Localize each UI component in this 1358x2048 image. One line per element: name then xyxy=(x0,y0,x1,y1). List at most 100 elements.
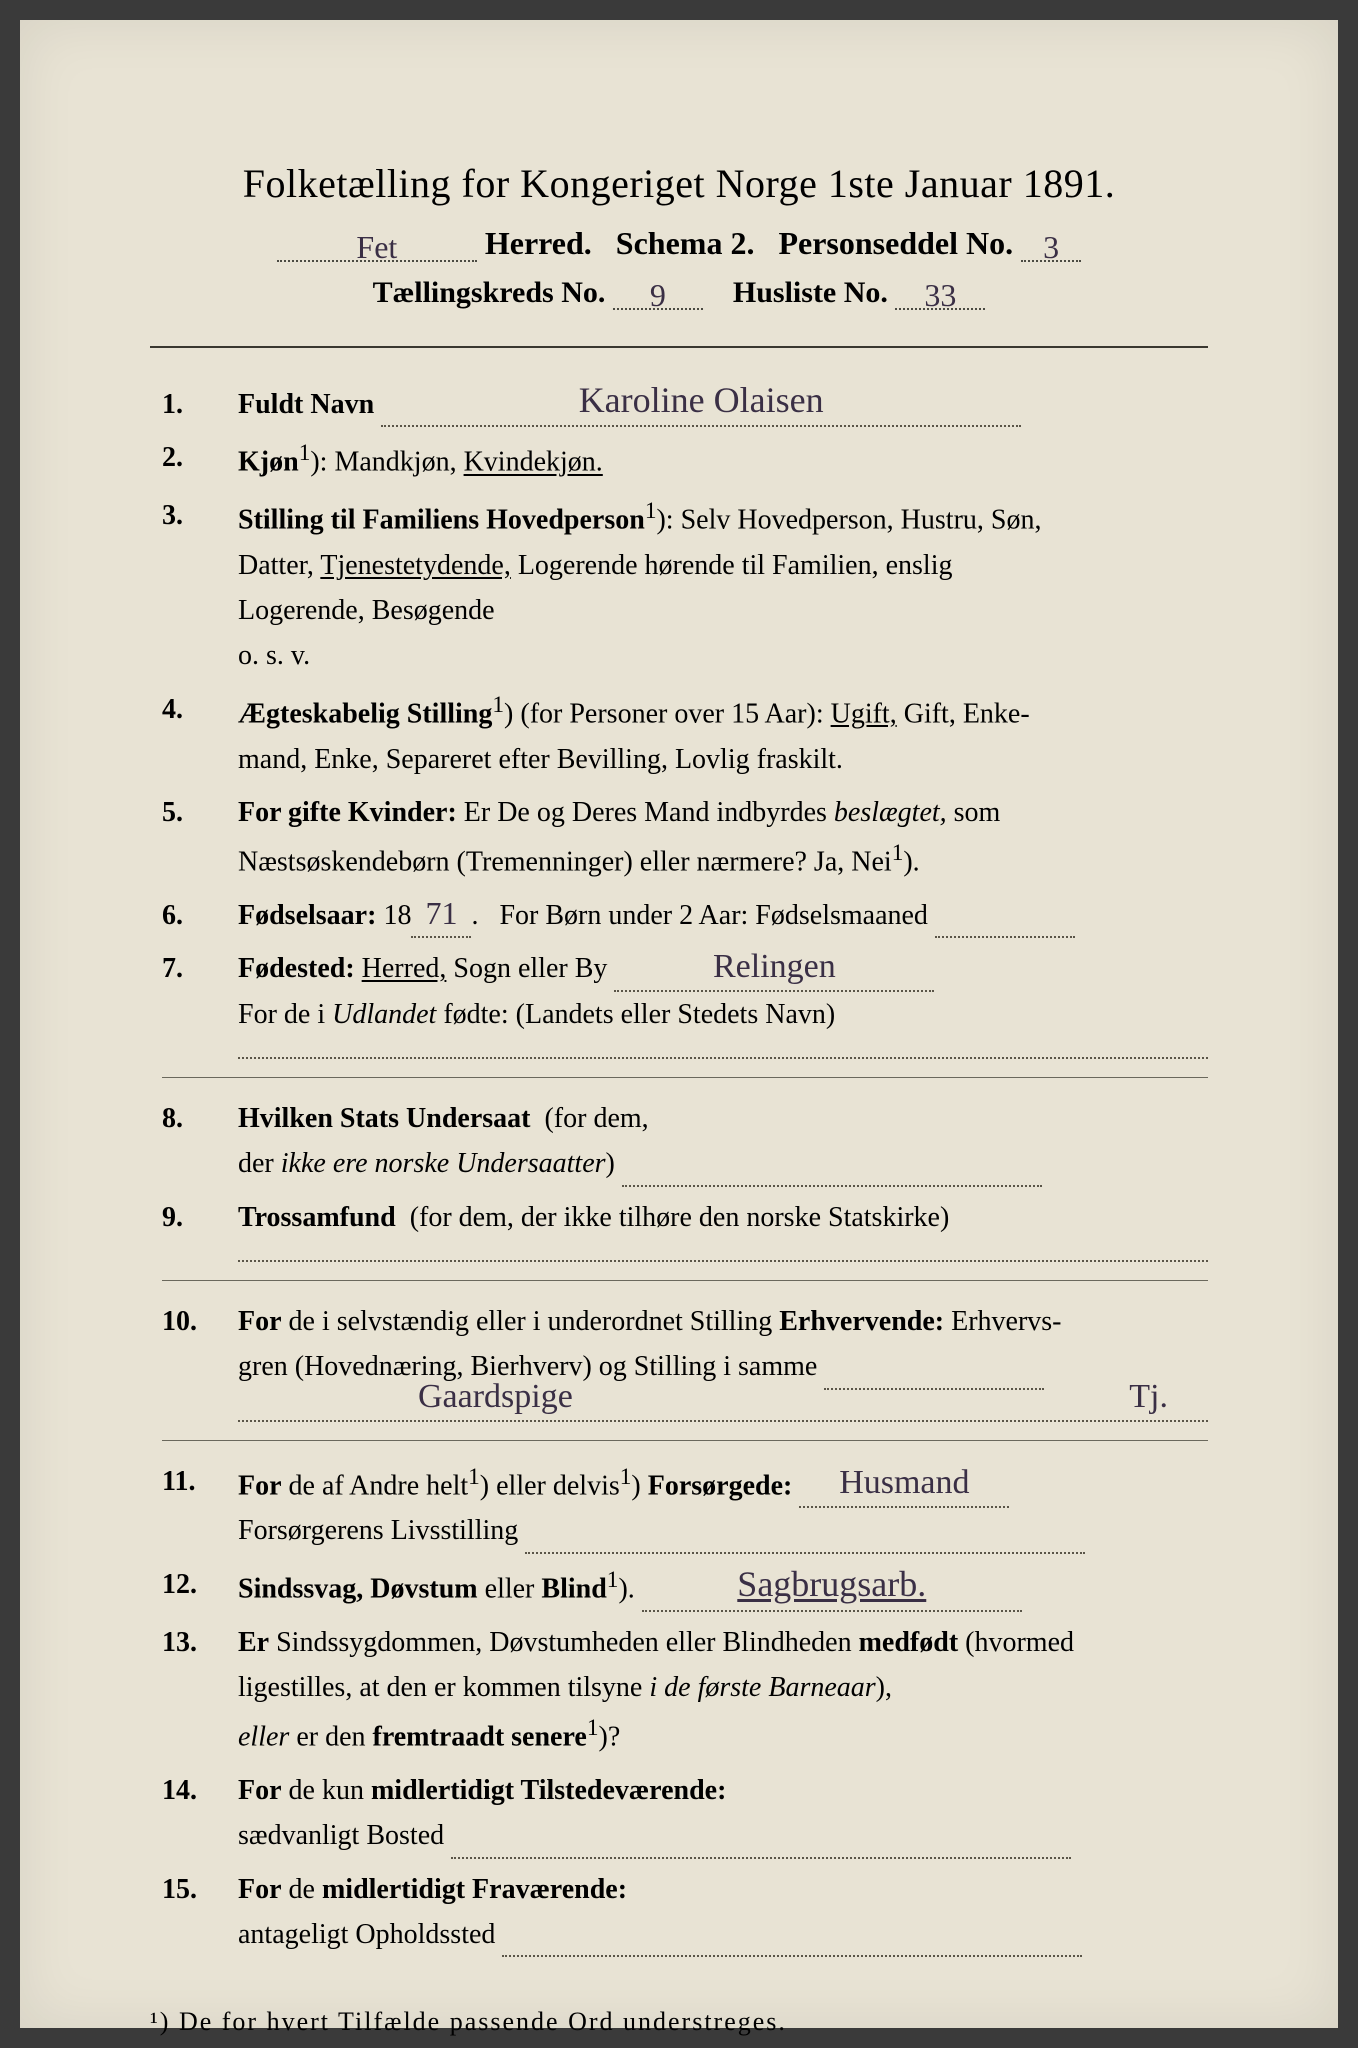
v10c: Erhvervs- xyxy=(951,1306,1061,1337)
label-6: Fødselsaar: xyxy=(238,900,376,931)
v3c-underlined: Tjenestetydende, xyxy=(320,550,510,581)
rule-below-7 xyxy=(162,1077,1208,1078)
v14c: sædvanligt Bosted xyxy=(238,1820,444,1851)
v13g: er den xyxy=(296,1722,365,1753)
label-3: Stilling til Familiens Hovedperson xyxy=(238,504,645,535)
label-2: Kjøn xyxy=(238,447,299,478)
v14a: de kun xyxy=(289,1775,364,1806)
label-4: Ægteskabelig Stilling xyxy=(238,698,492,729)
label-13: Er xyxy=(238,1627,269,1658)
v10b: Erhvervende: xyxy=(779,1306,944,1337)
name-fill: Karoline Olaisen xyxy=(381,425,1021,427)
num-13: 13. xyxy=(162,1620,238,1760)
disability-fill: Sagbrugsarb. xyxy=(642,1610,1022,1612)
birthplace-value: Relingen xyxy=(614,939,934,994)
v3e: Logerende, Besøgende xyxy=(238,595,495,626)
residence-fill xyxy=(451,1857,1071,1859)
v13h: fremtraadt senere xyxy=(373,1722,587,1753)
v5c: som xyxy=(954,797,1001,828)
v7e: Udlandet xyxy=(332,999,436,1030)
num-8: 8. xyxy=(162,1096,238,1187)
item-5: 5. For gifte Kvinder: Er De og Deres Man… xyxy=(162,790,1208,885)
label-8b: Undersaat xyxy=(406,1103,530,1134)
label-10: For xyxy=(238,1306,282,1337)
label-11: For xyxy=(238,1470,282,1501)
disability-value: Sagbrugsarb. xyxy=(642,1555,1022,1613)
v7a-underlined: Herred, xyxy=(362,953,447,984)
religion-fill xyxy=(238,1240,1208,1262)
v8b: der xyxy=(238,1148,274,1179)
v8a: (for dem, xyxy=(544,1103,648,1134)
item-6: 6. Fødselsaar: 1871. For Børn under 2 Aa… xyxy=(162,893,1208,938)
header-line-2: Fet Herred. Schema 2. Personseddel No. 3 xyxy=(150,225,1208,262)
state-fill xyxy=(622,1185,1042,1187)
rule-below-10 xyxy=(162,1440,1208,1441)
v13c: (hvormed xyxy=(965,1627,1074,1658)
v12b: Blind xyxy=(541,1573,606,1604)
label-15: For xyxy=(238,1874,282,1905)
top-rule xyxy=(150,346,1208,348)
v9a: (for dem, der ikke tilhøre den norske St… xyxy=(410,1202,950,1233)
name-value: Karoline Olaisen xyxy=(381,371,1021,429)
v4d: mand, Enke, Separeret efter Bevilling, L… xyxy=(238,744,843,775)
v13f: eller xyxy=(238,1722,289,1753)
form-items: 1. Fuldt Navn Karoline Olaisen 2. Kjøn1)… xyxy=(150,382,1208,1957)
husliste-label: Husliste No. xyxy=(733,276,888,309)
v2b-underlined: Kvindekjøn. xyxy=(464,447,603,478)
v7d: For de i xyxy=(238,999,325,1030)
item-2: 2. Kjøn1): Mandkjøn, Kvindekjøn. xyxy=(162,435,1208,485)
v10a: de i selvstændig eller i underordnet Sti… xyxy=(289,1306,773,1337)
header-line-3: Tællingskreds No. 9 Husliste No. 33 xyxy=(150,276,1208,310)
supported-fill: Husmand xyxy=(799,1506,1009,1508)
personseddel-label: Personseddel No. xyxy=(778,225,1013,261)
v7f: fødte: (Landets eller Stedets Navn) xyxy=(443,999,835,1030)
v4a: (for Personer over 15 Aar): xyxy=(520,698,823,729)
v3d: Logerende hørende til Familien, enslig xyxy=(518,550,953,581)
rule-below-9 xyxy=(162,1280,1208,1281)
v15b: midlertidigt Fraværende: xyxy=(322,1874,627,1905)
title-text: Folketælling for Kongeriget Norge 1ste J… xyxy=(243,161,1115,206)
num-2: 2. xyxy=(162,435,238,485)
v13d: ligestilles, at den er kommen tilsyne xyxy=(238,1672,642,1703)
year-value: 71 xyxy=(411,888,471,940)
num-1: 1. xyxy=(162,382,238,427)
v6a: 18 xyxy=(383,900,411,931)
label-12: Sindssvag, Døvstum xyxy=(238,1573,478,1604)
v6c: For Børn under 2 Aar: Fødselsmaaned xyxy=(499,900,928,931)
schema-label: Schema 2. xyxy=(616,225,755,261)
v4b-underlined: Ugift, xyxy=(831,698,897,729)
personseddel-fill: 3 xyxy=(1021,227,1081,262)
v3f: o. s. v. xyxy=(238,640,310,671)
v5b: beslægtet, xyxy=(834,797,947,828)
v13e: i de første Barneaar xyxy=(649,1672,875,1703)
v13a: Sindssygdommen, Døvstumheden eller Blind… xyxy=(276,1627,852,1658)
month-fill xyxy=(935,936,1075,938)
label-7: Fødested: xyxy=(238,953,355,984)
num-9: 9. xyxy=(162,1195,238,1262)
label-5: For gifte Kvinder: xyxy=(238,797,457,828)
v11c: Forsørgede: xyxy=(648,1470,793,1501)
num-11: 11. xyxy=(162,1459,238,1554)
v11b: eller delvis xyxy=(496,1470,620,1501)
v12a: eller xyxy=(485,1573,535,1604)
census-form-page: Folketælling for Kongeriget Norge 1ste J… xyxy=(20,20,1338,2028)
v15c: antageligt Opholdssted xyxy=(238,1919,495,1950)
abroad-fill xyxy=(238,1037,1208,1059)
item-11: 11. For de af Andre helt1) eller delvis1… xyxy=(162,1459,1208,1554)
herred-fill: Fet xyxy=(277,227,477,262)
item-12: 12. Sindssvag, Døvstum eller Blind1). Sa… xyxy=(162,1562,1208,1612)
v3b: Datter, xyxy=(238,550,314,581)
husliste-value: 33 xyxy=(895,277,985,314)
v5d: Næstsøskendebørn (Tremenninger) eller næ… xyxy=(238,847,892,878)
item-9: 9. Trossamfund (for dem, der ikke tilhør… xyxy=(162,1195,1208,1262)
occ-value-2: Tj. xyxy=(1129,1369,1168,1424)
item-10: 10. For de i selvstændig eller i underor… xyxy=(162,1299,1208,1422)
label-1: Fuldt Navn xyxy=(238,389,374,420)
item-1: 1. Fuldt Navn Karoline Olaisen xyxy=(162,382,1208,427)
num-15: 15. xyxy=(162,1867,238,1958)
herred-label: Herred. xyxy=(485,225,592,261)
v14b: midlertidigt Tilstedeværende: xyxy=(371,1775,726,1806)
num-4: 4. xyxy=(162,687,238,782)
tk-value: 9 xyxy=(613,277,703,314)
item-8: 8. Hvilken Stats Undersaat (for dem, der… xyxy=(162,1096,1208,1187)
